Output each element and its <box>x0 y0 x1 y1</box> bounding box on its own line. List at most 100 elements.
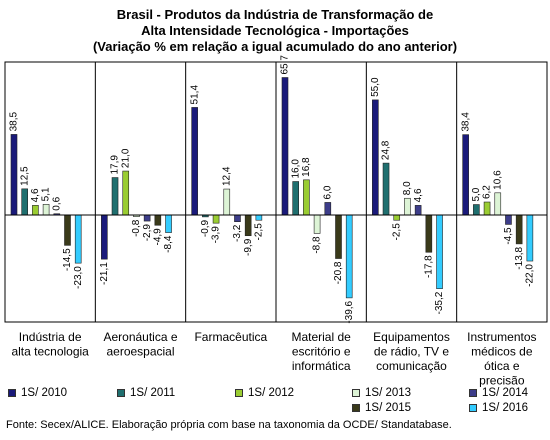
legend-label: 1S/ 2010 <box>21 387 68 399</box>
bar-value-label: -0,9 <box>200 219 211 237</box>
category-label: alta tecnologia <box>11 345 89 359</box>
bar <box>21 188 29 216</box>
legend-item: 1S/ 2013 <box>352 387 411 399</box>
legend-item: 1S/ 2012 <box>235 387 294 399</box>
bar <box>32 205 39 216</box>
bar-value-label: -21,1 <box>99 262 110 285</box>
bar-value-label: -4,5 <box>503 227 514 245</box>
chart-title-line-3: (Variação % em relação a igual acumulado… <box>92 39 458 54</box>
bar <box>483 201 491 216</box>
bar <box>10 134 18 216</box>
legend-swatch <box>117 389 125 397</box>
bar <box>335 214 342 259</box>
bar-value-label: -22,0 <box>525 264 536 287</box>
category-label: médicos de <box>471 345 533 359</box>
category-label: de rádio, TV e <box>374 345 449 359</box>
bar <box>143 214 151 222</box>
bar-value-label: -2,5 <box>254 223 265 241</box>
bar-value-label: -35,2 <box>434 291 445 314</box>
bar <box>393 214 401 221</box>
bar-value-label: -3,2 <box>232 224 243 242</box>
bar <box>462 134 469 216</box>
legend-swatch <box>352 404 360 412</box>
bar <box>382 162 390 216</box>
legend-label: 1S/ 2016 <box>482 402 529 414</box>
bar <box>425 214 433 253</box>
bar-value-label: 16,0 <box>290 159 301 179</box>
bar-value-label: 10,6 <box>492 170 503 190</box>
legend-swatch <box>235 389 243 397</box>
bar <box>473 204 480 216</box>
bar <box>372 99 379 216</box>
bar-value-label: -13,8 <box>514 246 525 269</box>
bar-value-label: 4,6 <box>30 188 41 202</box>
bar <box>101 214 108 260</box>
bar-value-label: -9,9 <box>243 238 254 256</box>
bar-value-label: 6,0 <box>322 185 333 199</box>
source-footnote: Fonte: Secex/ALICE. Elaboração própria c… <box>6 419 452 431</box>
category-label: Material de <box>291 330 351 344</box>
bar <box>165 214 172 233</box>
legend-item: 1S/ 2014 <box>469 387 528 399</box>
bar-value-label: -39,6 <box>344 300 355 323</box>
bar <box>122 170 130 216</box>
chart-legend: 1S/ 2010 1S/ 2011 1S/ 2012 1S/ 2013 1S/ 2014… <box>8 387 548 417</box>
bar-value-label: 8,0 <box>402 181 413 195</box>
bar <box>494 192 502 216</box>
legend-item: 1S/ 2010 <box>8 387 67 399</box>
bar-value-label: -23,0 <box>73 266 84 289</box>
legend-swatch <box>469 404 477 412</box>
bar <box>191 107 198 216</box>
legend-item: 1S/ 2011 <box>117 387 175 399</box>
bar <box>111 177 119 216</box>
bar-value-label: -0,8 <box>131 219 142 237</box>
bar <box>154 214 162 226</box>
bar-value-label: -20,8 <box>333 261 344 284</box>
bar-value-label: 5,1 <box>41 187 52 201</box>
bar <box>313 214 321 234</box>
bar-value-label: 24,8 <box>381 140 392 160</box>
category-label: Instrumentos <box>467 330 536 344</box>
bar-value-label: -8,4 <box>163 235 174 253</box>
category-label: aeroespacial <box>106 345 174 359</box>
bar-value-label: 5,0 <box>471 187 482 201</box>
bar-value-label: 16,8 <box>301 157 312 177</box>
bar <box>404 197 411 216</box>
category-label: Farmacêutica <box>194 330 267 344</box>
category-label: Indústria de <box>19 330 82 344</box>
bar <box>64 214 71 246</box>
bar <box>74 214 82 264</box>
bar-value-label: 38,5 <box>9 112 20 132</box>
bar-value-label: 65,7 <box>280 55 291 75</box>
bar <box>234 214 241 222</box>
bar-value-label: -17,8 <box>423 255 434 278</box>
legend-label: 1S/ 2015 <box>365 402 412 414</box>
chart-title-line-2: Alta Intensidade Tecnológica - Importaçõ… <box>141 23 409 38</box>
legend-item: 1S/ 2016 <box>469 402 528 414</box>
bar-value-label: 51,4 <box>189 85 200 105</box>
bar <box>42 204 50 216</box>
category-label: escritório e <box>292 345 351 359</box>
legend-item: 1S/ 2015 <box>352 402 411 414</box>
legend-swatch <box>8 389 16 397</box>
category-label: precisão <box>479 374 525 388</box>
bar <box>324 202 332 216</box>
bar <box>244 214 252 237</box>
bar-value-label: 55,0 <box>370 77 381 97</box>
bar-value-label: -2,9 <box>142 224 153 242</box>
bar <box>515 214 523 245</box>
bar <box>212 214 220 224</box>
category-label: Aeronáutica e <box>103 330 177 344</box>
category-label: comunicação <box>376 359 447 373</box>
bar <box>505 214 512 225</box>
chart-plot: 38,5 -21,1 51,4 65,7 55,0 38,4 12,5 17,9 -0,9 16,… <box>4 55 548 388</box>
bar-value-label: 6,2 <box>482 185 493 199</box>
bar <box>436 214 443 289</box>
category-label: Equipamentos <box>373 330 450 344</box>
category-label: ótica e <box>484 359 520 373</box>
bar <box>526 214 534 262</box>
bar-value-label: 12,5 <box>19 166 30 186</box>
bar <box>255 214 263 221</box>
bar-value-label: 4,6 <box>413 188 424 202</box>
bar-value-label: 21,0 <box>120 148 131 168</box>
